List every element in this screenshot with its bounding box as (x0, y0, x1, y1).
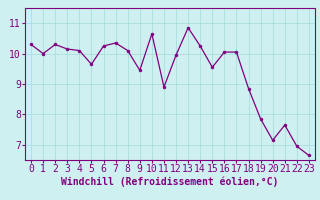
X-axis label: Windchill (Refroidissement éolien,°C): Windchill (Refroidissement éolien,°C) (61, 177, 279, 187)
